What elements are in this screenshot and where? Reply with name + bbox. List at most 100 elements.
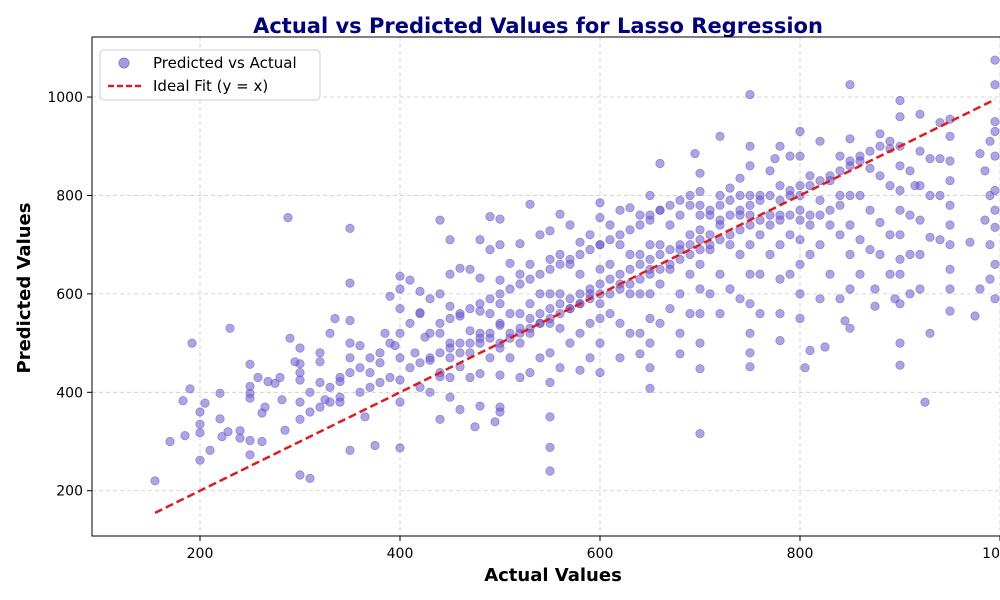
scatter-point-62: [380, 328, 390, 338]
scatter-point-283: [815, 136, 825, 146]
scatter-point-247: [745, 299, 755, 309]
scatter-point-213: [685, 308, 695, 319]
scatter-point-448: [475, 299, 485, 309]
scatter-point-348: [925, 232, 935, 242]
scatter-point-305: [855, 190, 865, 201]
scatter-point-216: [695, 186, 705, 197]
scatter-point-339: [915, 109, 925, 119]
scatter-point-447: [465, 303, 475, 314]
scatter-point-265: [775, 335, 785, 346]
scatter-point-432: [295, 397, 305, 407]
scatter-point-95: [465, 264, 475, 274]
scatter-point-331: [895, 299, 905, 309]
scatter-point-366: [975, 149, 985, 159]
scatter-point-341: [915, 181, 925, 191]
scatter-point-125: [515, 338, 525, 348]
scatter-point-132: [535, 230, 545, 240]
scatter-point-161: [585, 318, 595, 328]
scatter-point-204: [665, 303, 675, 314]
scatter-point-215: [695, 168, 705, 178]
scatter-point-372: [985, 240, 995, 250]
scatter-point-159: [585, 230, 595, 240]
scatter-point-219: [695, 259, 705, 269]
scatter-point-461: [605, 235, 615, 245]
scatter-point-392: [495, 318, 505, 328]
scatter-point-142: [545, 412, 555, 422]
scatter-point-236: [735, 173, 745, 183]
scatter-point-445: [445, 313, 455, 324]
scatter-point-336: [905, 249, 915, 260]
scatter-point-286: [815, 294, 825, 304]
scatter-point-157: [575, 328, 585, 338]
scatter-point-468: [675, 195, 685, 205]
scatter-point-405: [625, 264, 635, 274]
scatter-point-327: [895, 205, 905, 215]
scatter-point-166: [595, 264, 605, 274]
scatter-point-129: [525, 299, 535, 309]
scatter-point-290: [825, 269, 835, 279]
scatter-point-359: [945, 220, 955, 230]
scatter-point-380: [990, 205, 1000, 215]
scatter-point-271: [795, 151, 805, 161]
y-tick-label-3: 800: [56, 188, 83, 204]
scatter-point-110: [495, 214, 505, 224]
scatter-point-342: [915, 215, 925, 225]
scatter-point-431: [885, 136, 895, 146]
scatter-point-67: [395, 303, 405, 314]
scatter-point-294: [835, 294, 845, 304]
scatter-point-168: [595, 313, 605, 324]
scatter-point-508: [645, 269, 655, 279]
scatter-point-316: [875, 249, 885, 260]
scatter-point-223: [695, 364, 705, 374]
scatter-point-457: [565, 254, 575, 264]
ideal-fit-line-layer: [154, 98, 996, 514]
scatter-point-63: [385, 291, 395, 301]
scatter-point-23: [245, 435, 255, 446]
chart-title: Actual vs Predicted Values for Lasso Reg…: [253, 14, 823, 38]
scatter-point-34: [283, 213, 293, 223]
scatter-point-35: [285, 333, 295, 343]
scatter-point-435: [325, 382, 335, 392]
scatter-point-511: [675, 254, 685, 264]
scatter-point-105: [485, 212, 495, 222]
scatter-point-202: [665, 220, 675, 230]
scatter-point-162: [585, 353, 595, 363]
scatter-point-518: [745, 220, 755, 230]
scatter-point-367: [975, 284, 985, 294]
scatter-point-248: [745, 328, 755, 338]
scatter-point-400: [575, 289, 585, 299]
y-tick-label-2: 600: [56, 287, 83, 303]
scatter-point-412: [695, 225, 705, 235]
scatter-point-318: [885, 181, 895, 191]
scatter-point-180: [625, 249, 635, 260]
scatter-point-201: [655, 318, 665, 328]
scatter-point-158: [575, 365, 585, 375]
scatter-point-235: [725, 284, 735, 294]
scatter-point-85: [445, 235, 455, 245]
scatter-point-116: [495, 370, 505, 380]
scatter-point-455: [545, 264, 555, 274]
scatter-point-7: [195, 419, 205, 429]
scatter-point-227: [705, 289, 715, 299]
scatter-point-229: [715, 190, 725, 201]
scatter-point-103: [475, 368, 485, 379]
scatter-point-145: [555, 209, 565, 219]
scatter-point-266: [785, 151, 795, 161]
scatter-point-108: [485, 353, 495, 363]
scatter-point-171: [605, 220, 615, 230]
scatter-point-504: [605, 289, 615, 299]
scatter-point-276: [795, 289, 805, 299]
scatter-point-410: [675, 240, 685, 250]
scatter-point-33: [280, 425, 290, 435]
scatter-point-506: [625, 279, 635, 289]
scatter-point-177: [615, 318, 625, 328]
scatter-point-363: [945, 306, 955, 316]
scatter-point-522: [785, 210, 795, 220]
scatter-point-15: [223, 427, 233, 437]
scatter-point-262: [775, 240, 785, 250]
scatter-point-74: [410, 348, 420, 358]
scatter-point-246: [745, 269, 755, 279]
scatter-point-335: [905, 210, 915, 220]
scatter-point-16: [225, 323, 235, 333]
scatter-point-289: [825, 220, 835, 230]
